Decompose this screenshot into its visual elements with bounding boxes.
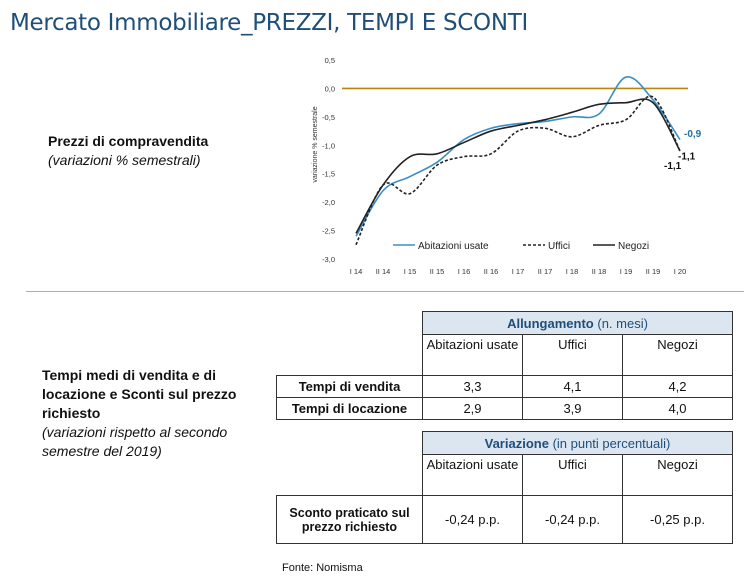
row-label-sale-time: Tempi di vendita [276, 375, 423, 398]
x-tick-label: I 20 [674, 267, 687, 276]
x-tick-label: II 18 [592, 267, 607, 276]
times-section-label: Tempi medi di vendita e di locazione e S… [42, 366, 247, 461]
section-divider [26, 291, 744, 292]
x-tick-label: II 17 [538, 267, 553, 276]
discount-table-header: Variazione (in punti percentuali) [422, 431, 733, 455]
x-tick-label: I 16 [458, 267, 471, 276]
y-tick-label: -2,0 [322, 198, 335, 207]
end-data-label: -1,1 [678, 152, 696, 163]
x-tick-label: I 14 [350, 267, 363, 276]
x-tick-label: II 14 [376, 267, 391, 276]
table-cell: 2,9 [422, 397, 523, 420]
y-tick-label: -3,0 [322, 255, 335, 264]
end-data-label: -0,9 [684, 129, 702, 140]
end-data-label: -1,1 [664, 161, 682, 172]
x-tick-label: I 17 [512, 267, 525, 276]
y-tick-label: -0,5 [322, 113, 335, 122]
y-tick-label: 0,5 [325, 56, 335, 65]
x-tick-label: I 19 [620, 267, 633, 276]
table-row: Tempi di locazione 2,9 3,9 4,0 [276, 397, 733, 420]
legend-entry: Negozi [618, 241, 649, 252]
table-cell: 3,3 [422, 375, 523, 398]
column-header-uffici: Uffici [522, 454, 623, 496]
prices-section-label: Prezzi di compravendita (variazioni % se… [48, 133, 288, 168]
table-cell: -0,24 p.p. [422, 495, 523, 544]
column-header-uffici: Uffici [522, 334, 623, 376]
times-label-title: Tempi medi di vendita e di locazione e S… [42, 367, 237, 421]
table-cell: 4,1 [522, 375, 623, 398]
table-cell: 4,2 [622, 375, 733, 398]
table-row: Tempi di vendita 3,3 4,1 4,2 [276, 375, 733, 398]
extension-table: Allungamento (n. mesi) Abitazioni usate … [276, 311, 733, 420]
price-change-line-chart: 0,5 0,0 -0,5 -1,0 -1,5 -2,0 -2,5 -3,0 variazione… [312, 56, 702, 276]
row-label-rent-time: Tempi di locazione [276, 397, 423, 420]
x-tick-label: II 19 [646, 267, 661, 276]
y-axis-label: variazione % semestrale [312, 106, 319, 182]
table-row: Sconto praticato sul prezzo richiesto -0… [276, 495, 733, 544]
series-line-abitazioni-usate [355, 76, 681, 237]
table-cell: -0,25 p.p. [622, 495, 733, 544]
column-header-negozi: Negozi [622, 334, 733, 376]
y-tick-label: -1,5 [322, 170, 335, 179]
column-header-negozi: Negozi [622, 454, 733, 496]
y-tick-label: -2,5 [322, 227, 335, 236]
x-tick-label: I 18 [566, 267, 579, 276]
column-header-abitazioni: Abitazioni usate [422, 454, 523, 496]
x-tick-label: II 15 [430, 267, 445, 276]
x-tick-label: I 15 [404, 267, 417, 276]
x-tick-label: II 16 [484, 267, 499, 276]
y-tick-label: 0,0 [325, 84, 335, 93]
prices-label-title: Prezzi di compravendita [48, 133, 209, 149]
y-tick-label: -1,0 [322, 141, 335, 150]
prices-label-subtitle: (variazioni % semestrali) [48, 152, 201, 168]
table-cell: 4,0 [622, 397, 733, 420]
legend-entry: Abitazioni usate [418, 241, 489, 252]
source-note: Fonte: Nomisma [282, 562, 363, 574]
series-line-uffici [355, 95, 681, 246]
times-label-subtitle: (variazioni rispetto al secondo semestre… [42, 424, 228, 459]
page-title: Mercato Immobiliare_PREZZI, TEMPI E SCON… [10, 10, 528, 36]
table-cell: 3,9 [522, 397, 623, 420]
column-header-abitazioni: Abitazioni usate [422, 334, 523, 376]
row-label-discount: Sconto praticato sul prezzo richiesto [276, 495, 423, 544]
discount-table: Variazione (in punti percentuali) Abitaz… [276, 431, 733, 544]
extension-table-header: Allungamento (n. mesi) [422, 311, 733, 335]
table-cell: -0,24 p.p. [522, 495, 623, 544]
series-line-negozi [355, 98, 681, 234]
legend-entry: Uffici [548, 241, 570, 252]
